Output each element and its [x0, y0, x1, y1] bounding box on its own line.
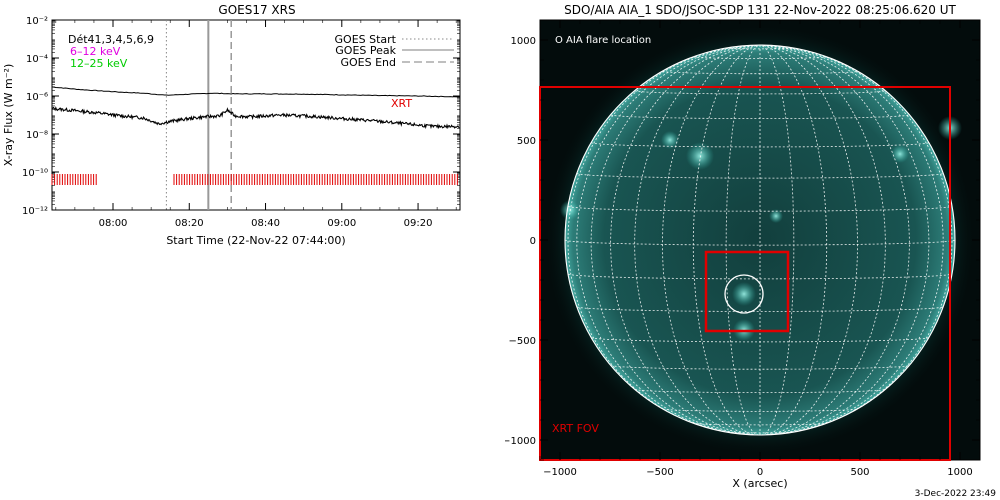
goes-y-axis-label: X-ray Flux (W m⁻²) [2, 64, 15, 166]
aia-y-tick-label: −1000 [505, 436, 536, 447]
grid-line [590, 142, 930, 148]
aia-x-tick-label: −500 [646, 467, 673, 478]
grid-line [759, 45, 858, 435]
aia-y-tick-label: 0 [530, 236, 536, 247]
xrt-fov-box [539, 86, 951, 461]
xrt-label: XRT [391, 97, 412, 110]
band-low-label: 6–12 keV [70, 45, 121, 58]
goes-y-tick-label: 10⁻⁴ [26, 54, 48, 65]
goes-plot-frame [51, 19, 461, 211]
goes-x-tick-label: 09:00 [327, 218, 356, 229]
legend-goes-peak-label: GOES Peak [335, 44, 396, 57]
aia-tick-marks [539, 19, 981, 461]
grid-line [692, 45, 761, 435]
xrt-observation-ticks [51, 174, 458, 185]
goes-y-tick-label: 10⁻² [26, 16, 48, 27]
goes-xrs-lightcurve-plot: GOES17 XRS 10⁻² 10⁻⁴ 10⁻⁶ 10⁻⁸ 10⁻¹⁰ 10⁻¹² 08… [2, 3, 461, 247]
aia-x-tick-label: 0 [757, 467, 763, 478]
band-high-label: 12–25 keV [70, 57, 128, 70]
active-region-brightening [891, 145, 909, 163]
legend-goes-start-label: GOES Start [335, 33, 397, 46]
grid-line [662, 408, 858, 412]
grid-line [590, 45, 761, 435]
grid-line [759, 45, 930, 435]
active-region-brightenings [560, 116, 962, 341]
goes-x-tick-label: 08:20 [175, 218, 204, 229]
grid-line [693, 423, 827, 426]
active-region-brightening [732, 282, 756, 306]
grid-line [725, 47, 795, 50]
aia-x-tick-label: −1000 [543, 467, 577, 478]
active-region-brightening [769, 209, 783, 223]
goes-y-tick-labels: 10⁻² 10⁻⁴ 10⁻⁶ 10⁻⁸ 10⁻¹⁰ 10⁻¹² [22, 16, 48, 217]
aia-y-tick-label: 500 [517, 136, 536, 147]
aia-legend-flare-location: O AIA flare location [555, 35, 651, 46]
goes-x-tick-label: 08:00 [99, 218, 128, 229]
aia-x-tick-labels: −1000 −500 0 500 1000 [543, 467, 973, 478]
goes-y-tick-label: 10⁻⁸ [26, 130, 48, 141]
aia-flare-location-circle [724, 274, 764, 314]
grid-line [634, 45, 761, 435]
active-region-brightening [661, 131, 679, 149]
aia-y-tick-label: 1000 [511, 36, 536, 47]
active-region-brightening [686, 142, 714, 170]
active-region-brightening [560, 200, 580, 220]
xrt-fov-label: XRT FOV [552, 422, 599, 435]
aia-x-axis-label: X (arcsec) [732, 477, 787, 490]
aia-x-tick-label: 1000 [947, 467, 972, 478]
solar-limb [564, 44, 956, 436]
aia-y-tick-label: −500 [509, 336, 536, 347]
grid-line [759, 45, 910, 435]
grid-line [634, 389, 886, 393]
goes-short-channel-line [51, 106, 460, 130]
goes-plot-title: GOES17 XRS [218, 3, 295, 17]
aia-plot-title: SDO/AIA AIA_1 SDO/JSOC-SDP 131 22-Nov-20… [564, 3, 956, 17]
goes-tick-marks [52, 19, 460, 211]
goes-y-tick-label: 10⁻¹² [22, 206, 48, 217]
goes-x-axis-label: Start Time (22-Nov-22 07:44:00) [166, 234, 345, 247]
goes-x-tick-label: 09:20 [404, 218, 433, 229]
grid-line [759, 45, 828, 435]
grid-line [662, 45, 761, 435]
goes-x-tick-label: 08:40 [251, 218, 280, 229]
grid-line [610, 45, 761, 435]
detector-label: Dét41,3,4,5,6,9 [68, 33, 154, 46]
goes-y-tick-label: 10⁻¹⁰ [22, 168, 48, 179]
grid-line [725, 45, 761, 435]
aia-solar-image-plot: SDO/AIA AIA_1 SDO/JSOC-SDP 131 22-Nov-20… [505, 3, 981, 490]
goes-y-tick-label: 10⁻⁶ [26, 92, 48, 103]
xrt-target-box [704, 250, 790, 333]
legend-goes-end-label: GOES End [340, 56, 396, 69]
grid-line [759, 45, 944, 435]
grid-line [567, 205, 953, 212]
grid-line [759, 45, 886, 435]
grid-line [576, 45, 761, 435]
footer-timestamp: 3-Dec-2022 23:49 [914, 489, 996, 499]
goes-x-tick-labels: 08:00 08:20 08:40 09:00 09:20 [99, 218, 433, 229]
aia-x-tick-label: 500 [850, 467, 869, 478]
aia-y-tick-labels: −1000 −500 0 500 1000 [505, 36, 536, 447]
grid-line [759, 45, 795, 435]
goes-long-channel-line [51, 86, 461, 98]
